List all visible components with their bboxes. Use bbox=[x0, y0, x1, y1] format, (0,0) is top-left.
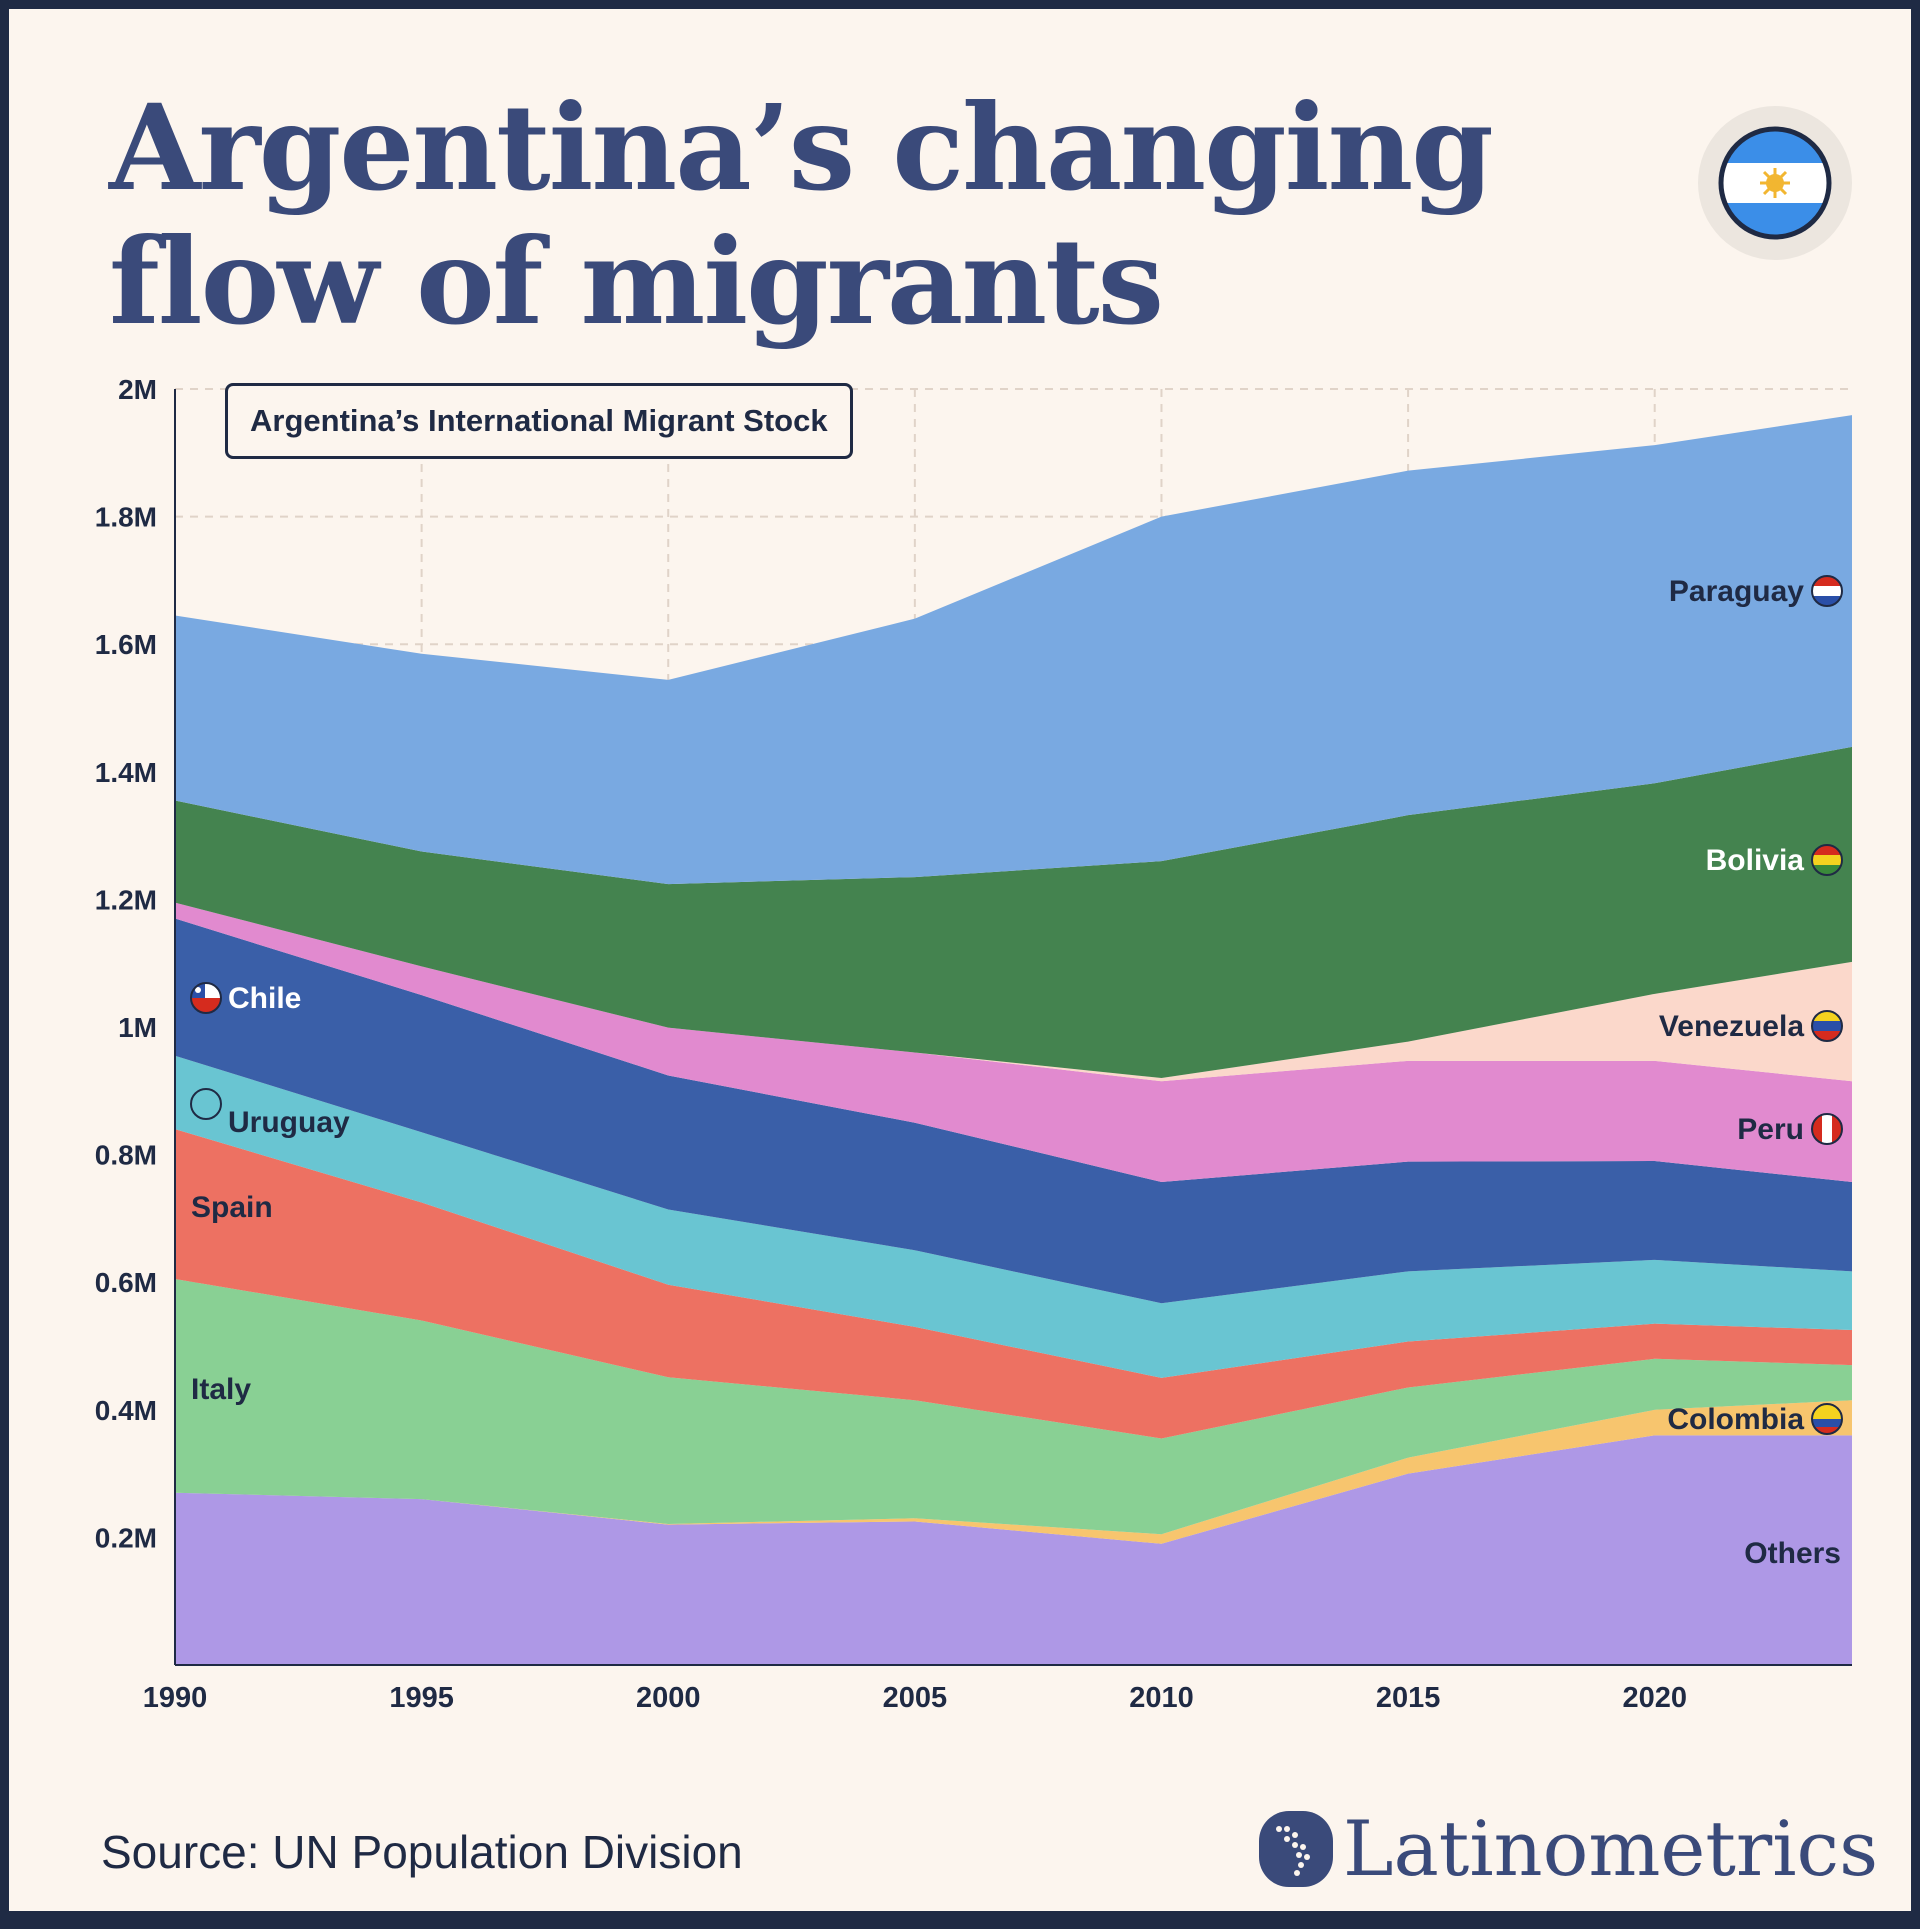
x-tick-label: 2000 bbox=[636, 1682, 701, 1714]
area-spain bbox=[175, 1129, 1852, 1439]
area-bolivia bbox=[175, 746, 1852, 1079]
colombia-flag-icon bbox=[1811, 1403, 1843, 1435]
y-tick-label: 1.8M bbox=[95, 502, 157, 533]
page-title: Argentina’s changing flow of migrants bbox=[109, 78, 1494, 351]
peru-flag-icon bbox=[1811, 1113, 1843, 1145]
y-tick-label: 1.4M bbox=[95, 757, 157, 788]
y-tick-label: 0.4M bbox=[95, 1395, 157, 1426]
series-label-italy: Italy bbox=[191, 1373, 251, 1406]
latinometrics-logo-icon bbox=[1259, 1811, 1333, 1887]
paraguay-flag-icon bbox=[1811, 575, 1843, 607]
y-tick-label: 1M bbox=[118, 1012, 157, 1043]
series-label-colombia: Colombia bbox=[1667, 1403, 1804, 1436]
area-italy bbox=[175, 1279, 1852, 1535]
bolivia-flag-icon bbox=[1811, 844, 1843, 876]
x-tick-label: 2015 bbox=[1376, 1682, 1441, 1714]
y-tick-label: 0.8M bbox=[95, 1140, 157, 1171]
area-venezuela bbox=[175, 902, 1852, 1082]
x-tick-label: 2005 bbox=[883, 1682, 948, 1714]
area-paraguay bbox=[175, 415, 1852, 885]
series-label-paraguay: Paraguay bbox=[1669, 575, 1804, 608]
x-tick-label: 2010 bbox=[1129, 1682, 1194, 1714]
y-tick-label: 0.2M bbox=[95, 1522, 157, 1553]
stacked-area-chart: 0.2M 0.4M 0.6M 0.8M 1M 1.2M 1.4M 1.6M 1.8M 2M 1990… bbox=[95, 374, 1852, 1714]
argentina-flag-icon bbox=[1698, 106, 1852, 260]
series-label-spain: Spain bbox=[191, 1191, 273, 1224]
area-others bbox=[175, 1435, 1852, 1665]
y-tick-label: 1.6M bbox=[95, 629, 157, 660]
x-tick-label: 2020 bbox=[1622, 1682, 1687, 1714]
series-label-venezuela: Venezuela bbox=[1659, 1010, 1804, 1043]
series-label-bolivia: Bolivia bbox=[1706, 844, 1805, 877]
y-tick-label: 0.6M bbox=[95, 1267, 157, 1298]
series-label-chile: Chile bbox=[228, 982, 301, 1015]
chile-flag-icon bbox=[190, 982, 222, 1014]
x-tick-label: 1990 bbox=[143, 1682, 208, 1714]
series-label-others: Others bbox=[1744, 1537, 1841, 1570]
brand-name: Latinometrics bbox=[1343, 1804, 1879, 1893]
area-peru bbox=[175, 902, 1852, 1183]
series-label-peru: Peru bbox=[1737, 1113, 1804, 1146]
area-uruguay bbox=[175, 1055, 1852, 1378]
area-chile bbox=[175, 918, 1852, 1304]
y-tick-label: 2M bbox=[118, 374, 157, 405]
y-tick-label: 1.2M bbox=[95, 884, 157, 915]
brand-logo: Latinometrics bbox=[1259, 1801, 1878, 1897]
series-label-uruguay: Uruguay bbox=[228, 1106, 350, 1139]
area-colombia bbox=[175, 1400, 1852, 1544]
source-note: Source: UN Population Division bbox=[101, 1826, 743, 1878]
venezuela-flag-icon bbox=[1811, 1010, 1843, 1042]
true-flag-icon bbox=[190, 1088, 222, 1120]
x-tick-label: 1995 bbox=[389, 1682, 454, 1714]
chart-title-box: Argentina’s International Migrant Stock bbox=[225, 383, 853, 459]
